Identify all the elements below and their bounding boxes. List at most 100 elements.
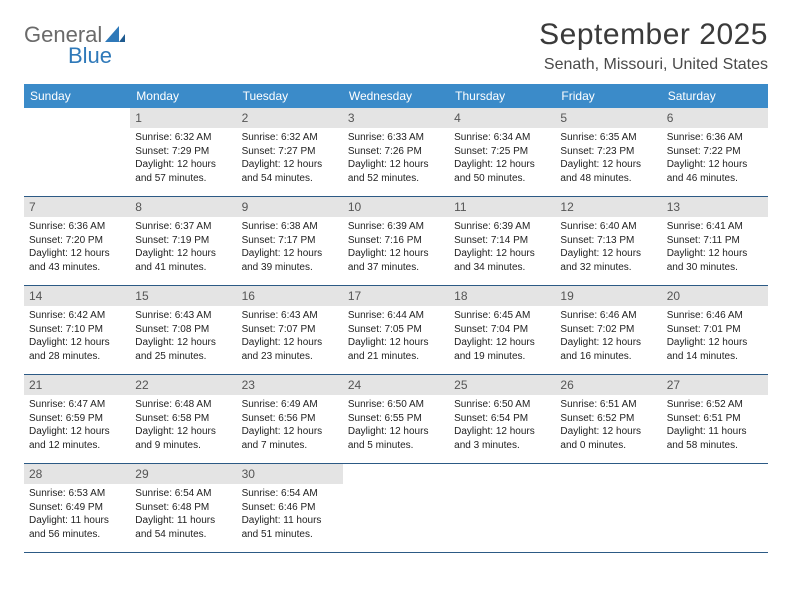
day-number: 5	[555, 108, 661, 128]
day-details: Sunrise: 6:34 AMSunset: 7:25 PMDaylight:…	[449, 128, 555, 191]
daylight-text: Daylight: 12 hours and 57 minutes.	[135, 158, 231, 185]
day-details: Sunrise: 6:44 AMSunset: 7:05 PMDaylight:…	[343, 306, 449, 369]
calendar-cell: 10Sunrise: 6:39 AMSunset: 7:16 PMDayligh…	[343, 197, 449, 285]
calendar-week-row: .1Sunrise: 6:32 AMSunset: 7:29 PMDayligh…	[24, 108, 768, 197]
daylight-text: Daylight: 12 hours and 46 minutes.	[667, 158, 763, 185]
title-block: September 2025 Senath, Missouri, United …	[539, 18, 768, 74]
sunset-text: Sunset: 7:29 PM	[135, 145, 231, 159]
sunset-text: Sunset: 7:17 PM	[242, 234, 338, 248]
sunset-text: Sunset: 7:27 PM	[242, 145, 338, 159]
daylight-text: Daylight: 12 hours and 23 minutes.	[242, 336, 338, 363]
day-details: Sunrise: 6:43 AMSunset: 7:07 PMDaylight:…	[237, 306, 343, 369]
calendar-cell: 9Sunrise: 6:38 AMSunset: 7:17 PMDaylight…	[237, 197, 343, 285]
weekday-header-row: Sunday Monday Tuesday Wednesday Thursday…	[24, 84, 768, 108]
calendar-cell: 8Sunrise: 6:37 AMSunset: 7:19 PMDaylight…	[130, 197, 236, 285]
sunrise-text: Sunrise: 6:37 AM	[135, 220, 231, 234]
day-details	[662, 484, 768, 493]
calendar-cell: 2Sunrise: 6:32 AMSunset: 7:27 PMDaylight…	[237, 108, 343, 196]
day-number: 9	[237, 197, 343, 217]
day-details: Sunrise: 6:49 AMSunset: 6:56 PMDaylight:…	[237, 395, 343, 458]
day-number: 24	[343, 375, 449, 395]
calendar-cell: 24Sunrise: 6:50 AMSunset: 6:55 PMDayligh…	[343, 375, 449, 463]
sunrise-text: Sunrise: 6:33 AM	[348, 131, 444, 145]
sunset-text: Sunset: 7:19 PM	[135, 234, 231, 248]
day-number: 16	[237, 286, 343, 306]
sunrise-text: Sunrise: 6:36 AM	[667, 131, 763, 145]
sunrise-text: Sunrise: 6:43 AM	[242, 309, 338, 323]
day-details: Sunrise: 6:53 AMSunset: 6:49 PMDaylight:…	[24, 484, 130, 547]
day-details: Sunrise: 6:39 AMSunset: 7:14 PMDaylight:…	[449, 217, 555, 280]
day-details: Sunrise: 6:40 AMSunset: 7:13 PMDaylight:…	[555, 217, 661, 280]
sunset-text: Sunset: 6:51 PM	[667, 412, 763, 426]
day-details: Sunrise: 6:39 AMSunset: 7:16 PMDaylight:…	[343, 217, 449, 280]
sunset-text: Sunset: 7:26 PM	[348, 145, 444, 159]
day-details	[449, 484, 555, 493]
sunset-text: Sunset: 7:14 PM	[454, 234, 550, 248]
sunrise-text: Sunrise: 6:43 AM	[135, 309, 231, 323]
calendar-week-row: 28Sunrise: 6:53 AMSunset: 6:49 PMDayligh…	[24, 464, 768, 553]
sunrise-text: Sunrise: 6:36 AM	[29, 220, 125, 234]
calendar-cell: 26Sunrise: 6:51 AMSunset: 6:52 PMDayligh…	[555, 375, 661, 463]
calendar-cell: 3Sunrise: 6:33 AMSunset: 7:26 PMDaylight…	[343, 108, 449, 196]
sunrise-text: Sunrise: 6:45 AM	[454, 309, 550, 323]
daylight-text: Daylight: 12 hours and 12 minutes.	[29, 425, 125, 452]
logo-text-block: General Blue	[24, 24, 125, 67]
day-number: 7	[24, 197, 130, 217]
calendar-week-row: 14Sunrise: 6:42 AMSunset: 7:10 PMDayligh…	[24, 286, 768, 375]
day-details	[24, 128, 130, 137]
sunset-text: Sunset: 7:05 PM	[348, 323, 444, 337]
daylight-text: Daylight: 12 hours and 50 minutes.	[454, 158, 550, 185]
sunrise-text: Sunrise: 6:44 AM	[348, 309, 444, 323]
sunrise-text: Sunrise: 6:54 AM	[135, 487, 231, 501]
sunrise-text: Sunrise: 6:32 AM	[242, 131, 338, 145]
calendar-cell: 7Sunrise: 6:36 AMSunset: 7:20 PMDaylight…	[24, 197, 130, 285]
calendar-page: General Blue September 2025 Senath, Miss…	[0, 0, 792, 573]
sunrise-text: Sunrise: 6:40 AM	[560, 220, 656, 234]
weekday-label: Sunday	[24, 84, 130, 108]
sunrise-text: Sunrise: 6:48 AM	[135, 398, 231, 412]
day-number: 30	[237, 464, 343, 484]
day-details: Sunrise: 6:36 AMSunset: 7:20 PMDaylight:…	[24, 217, 130, 280]
month-title: September 2025	[539, 18, 768, 52]
day-details: Sunrise: 6:42 AMSunset: 7:10 PMDaylight:…	[24, 306, 130, 369]
calendar-week-row: 7Sunrise: 6:36 AMSunset: 7:20 PMDaylight…	[24, 197, 768, 286]
sunset-text: Sunset: 6:58 PM	[135, 412, 231, 426]
daylight-text: Daylight: 12 hours and 16 minutes.	[560, 336, 656, 363]
calendar-cell-empty: .	[449, 464, 555, 552]
day-details: Sunrise: 6:50 AMSunset: 6:55 PMDaylight:…	[343, 395, 449, 458]
logo-word-blue: Blue	[68, 45, 125, 67]
calendar-cell: 16Sunrise: 6:43 AMSunset: 7:07 PMDayligh…	[237, 286, 343, 374]
day-number: 13	[662, 197, 768, 217]
calendar-cell: 25Sunrise: 6:50 AMSunset: 6:54 PMDayligh…	[449, 375, 555, 463]
sunrise-text: Sunrise: 6:32 AM	[135, 131, 231, 145]
weekday-label: Tuesday	[237, 84, 343, 108]
day-details	[343, 484, 449, 493]
day-number: 8	[130, 197, 236, 217]
sunrise-text: Sunrise: 6:38 AM	[242, 220, 338, 234]
sunrise-text: Sunrise: 6:51 AM	[560, 398, 656, 412]
brand-logo: General Blue	[24, 18, 125, 67]
daylight-text: Daylight: 12 hours and 54 minutes.	[242, 158, 338, 185]
sunset-text: Sunset: 6:49 PM	[29, 501, 125, 515]
day-details: Sunrise: 6:35 AMSunset: 7:23 PMDaylight:…	[555, 128, 661, 191]
daylight-text: Daylight: 12 hours and 5 minutes.	[348, 425, 444, 452]
weeks-container: .1Sunrise: 6:32 AMSunset: 7:29 PMDayligh…	[24, 108, 768, 553]
day-details: Sunrise: 6:52 AMSunset: 6:51 PMDaylight:…	[662, 395, 768, 458]
day-number: 19	[555, 286, 661, 306]
day-details: Sunrise: 6:50 AMSunset: 6:54 PMDaylight:…	[449, 395, 555, 458]
daylight-text: Daylight: 12 hours and 28 minutes.	[29, 336, 125, 363]
day-number: 6	[662, 108, 768, 128]
day-number: 12	[555, 197, 661, 217]
daylight-text: Daylight: 12 hours and 52 minutes.	[348, 158, 444, 185]
sunset-text: Sunset: 7:23 PM	[560, 145, 656, 159]
calendar-cell-empty: .	[662, 464, 768, 552]
calendar-cell: 13Sunrise: 6:41 AMSunset: 7:11 PMDayligh…	[662, 197, 768, 285]
day-details: Sunrise: 6:38 AMSunset: 7:17 PMDaylight:…	[237, 217, 343, 280]
day-details: Sunrise: 6:43 AMSunset: 7:08 PMDaylight:…	[130, 306, 236, 369]
calendar-cell: 4Sunrise: 6:34 AMSunset: 7:25 PMDaylight…	[449, 108, 555, 196]
sunset-text: Sunset: 6:59 PM	[29, 412, 125, 426]
day-details: Sunrise: 6:54 AMSunset: 6:46 PMDaylight:…	[237, 484, 343, 547]
weekday-label: Thursday	[449, 84, 555, 108]
weekday-label: Friday	[555, 84, 661, 108]
day-details: Sunrise: 6:32 AMSunset: 7:27 PMDaylight:…	[237, 128, 343, 191]
